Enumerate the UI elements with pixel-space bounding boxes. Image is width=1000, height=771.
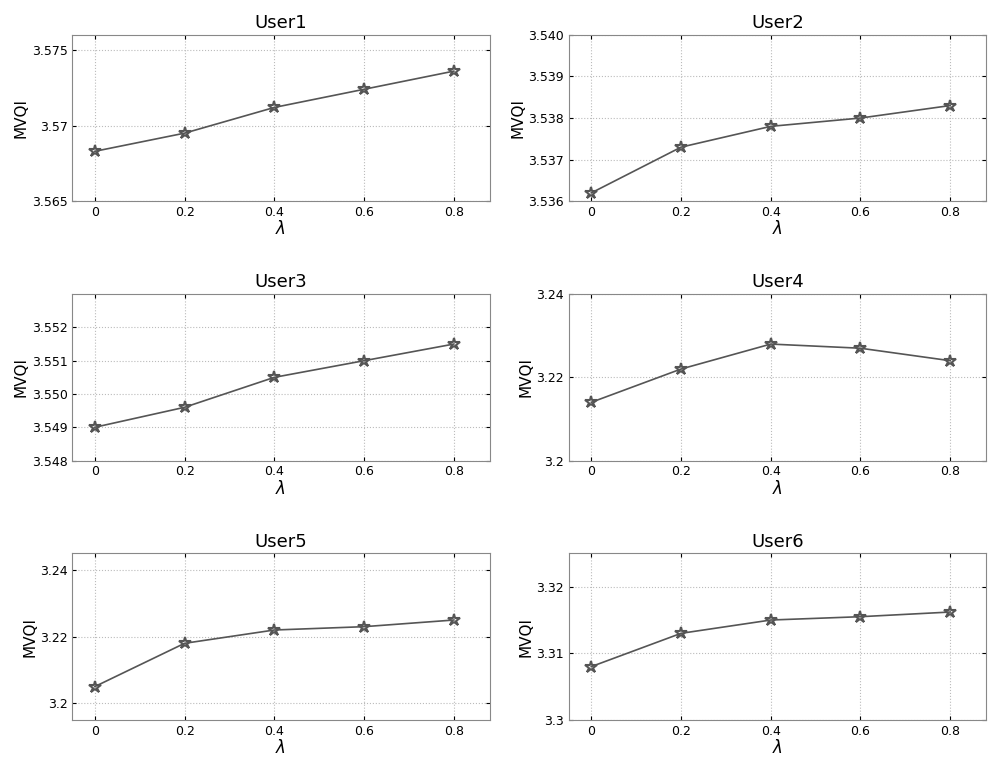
X-axis label: λ: λ (276, 739, 286, 757)
Y-axis label: MVQI: MVQI (510, 98, 525, 138)
Title: User6: User6 (751, 533, 804, 550)
Title: User4: User4 (751, 273, 804, 291)
X-axis label: λ: λ (773, 480, 782, 498)
X-axis label: λ: λ (276, 221, 286, 238)
Y-axis label: MVQI: MVQI (519, 357, 534, 397)
Y-axis label: MVQI: MVQI (14, 98, 29, 138)
Y-axis label: MVQI: MVQI (22, 617, 37, 657)
Title: User5: User5 (255, 533, 307, 550)
Title: User2: User2 (751, 14, 804, 32)
Title: User3: User3 (255, 273, 307, 291)
Y-axis label: MVQI: MVQI (14, 357, 29, 397)
X-axis label: λ: λ (276, 480, 286, 498)
X-axis label: λ: λ (773, 221, 782, 238)
X-axis label: λ: λ (773, 739, 782, 757)
Y-axis label: MVQI: MVQI (519, 617, 534, 657)
Title: User1: User1 (255, 14, 307, 32)
